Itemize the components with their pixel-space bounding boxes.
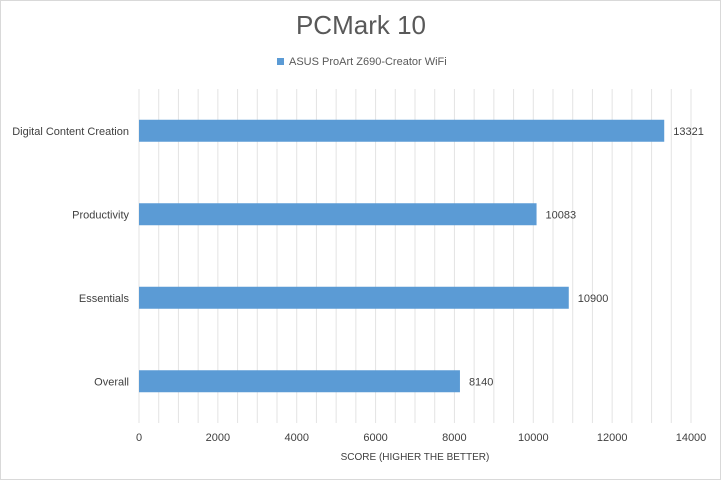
chart-title: PCMark 10: [296, 10, 426, 40]
bars: [139, 119, 665, 393]
data-label: 10083: [546, 209, 577, 221]
x-tick-label: 0: [136, 432, 142, 444]
bar: [139, 119, 665, 142]
legend-label: ASUS ProArt Z690-Creator WiFi: [289, 56, 447, 68]
x-tick-label: 14000: [676, 432, 707, 444]
x-tick-label: 2000: [206, 432, 230, 444]
x-tick-label: 6000: [363, 432, 387, 444]
category-label: Digital Content Creation: [12, 126, 129, 138]
bar: [139, 370, 460, 393]
data-label: 10900: [578, 293, 609, 305]
bar: [139, 203, 537, 226]
data-label: 13321: [673, 126, 704, 138]
x-tick-label: 8000: [442, 432, 466, 444]
category-label: Overall: [94, 376, 129, 388]
x-tick-label: 4000: [284, 432, 308, 444]
category-label: Productivity: [72, 209, 129, 221]
x-tick-label: 12000: [597, 432, 628, 444]
bar: [139, 286, 569, 309]
data-labels: 13321 10083 10900 8140: [469, 126, 704, 389]
category-label: Essentials: [79, 293, 130, 305]
legend-swatch: [277, 58, 284, 65]
x-tick-label: 10000: [518, 432, 549, 444]
x-axis-ticks: 0 2000 4000 6000 8000 10000 12000 14000: [136, 432, 706, 444]
legend: ASUS ProArt Z690-Creator WiFi: [277, 56, 447, 68]
x-axis-title: SCORE (HIGHER THE BETTER): [341, 452, 490, 463]
gridlines: [138, 89, 692, 423]
data-label: 8140: [469, 376, 493, 388]
category-labels: Digital Content Creation Productivity Esse…: [12, 126, 129, 389]
